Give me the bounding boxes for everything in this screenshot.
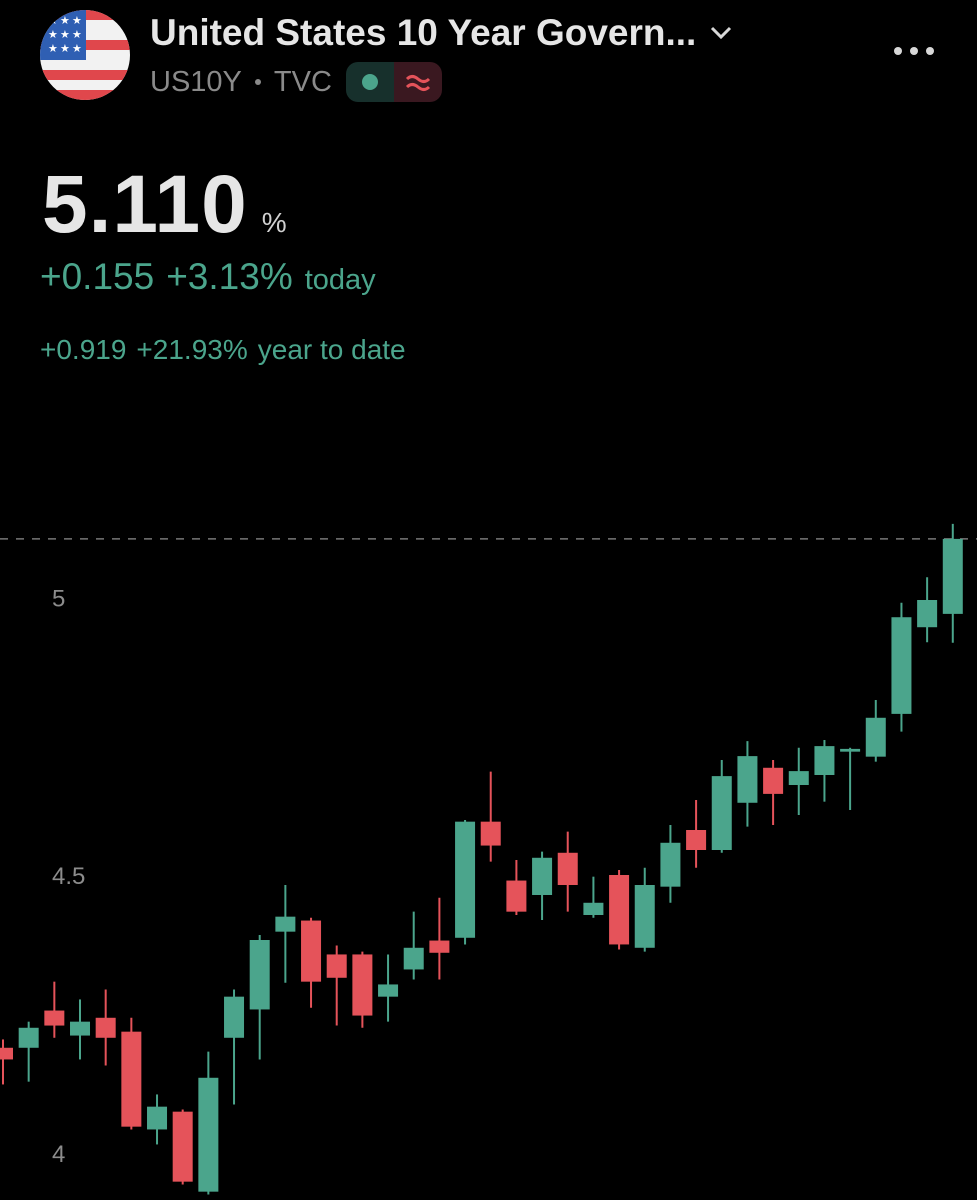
- candle-body: [840, 748, 861, 752]
- ytd-pct: +21.93%: [136, 334, 248, 365]
- today-change: +0.155 +3.13% today: [40, 256, 376, 298]
- ytd-change: +0.919 +21.93% year to date: [40, 334, 406, 366]
- candle-body: [609, 875, 630, 945]
- delayed-icon: [405, 75, 430, 91]
- candle-body: [95, 1017, 116, 1038]
- candle-body: [455, 821, 476, 938]
- candle-body: [711, 776, 732, 850]
- candle-body: [480, 821, 501, 846]
- svg-text:★: ★: [72, 14, 82, 27]
- candle-body: [249, 940, 270, 1010]
- svg-text:★: ★: [48, 14, 58, 27]
- svg-text:★: ★: [72, 28, 82, 41]
- candle-body: [686, 830, 707, 850]
- ytd-label: year to date: [257, 334, 406, 365]
- change-pct: +3.13%: [166, 256, 293, 297]
- more-menu[interactable]: [892, 44, 936, 58]
- market-open-dot: [361, 74, 378, 90]
- status-pill[interactable]: [345, 62, 442, 102]
- instrument-title[interactable]: United States 10 Year Govern...: [150, 12, 697, 53]
- ytd-abs: +0.919: [40, 334, 127, 365]
- candle-body: [121, 1031, 142, 1127]
- candle-body: [70, 1021, 91, 1036]
- candle-body: [737, 756, 758, 803]
- flag-icon: ★ ★ ★ ★ ★ ★ ★ ★ ★: [40, 10, 130, 100]
- y-tick-label: 4.5: [52, 863, 85, 890]
- svg-text:★: ★: [72, 42, 82, 55]
- candle-body: [352, 954, 373, 1016]
- candle-body: [660, 842, 681, 887]
- candle-body: [557, 852, 578, 885]
- candle-body: [506, 880, 527, 912]
- candle-body: [198, 1077, 219, 1192]
- candle-body: [917, 600, 938, 628]
- subtitle-row: US10Y TVC: [150, 62, 442, 102]
- price-unit: %: [261, 207, 287, 238]
- candle-body: [172, 1111, 193, 1182]
- svg-text:★: ★: [48, 42, 58, 55]
- candle-body: [18, 1027, 39, 1048]
- candle-body: [378, 984, 399, 997]
- candle-body: [763, 767, 784, 794]
- candle-body: [301, 920, 322, 982]
- exchange: TVC: [273, 65, 332, 98]
- candle-body: [275, 916, 296, 932]
- y-tick-label: 4: [52, 1141, 65, 1168]
- candle-body: [865, 717, 886, 757]
- today-label: today: [304, 264, 376, 296]
- candle-body: [224, 996, 245, 1038]
- title-row[interactable]: United States 10 Year Govern...: [150, 12, 732, 54]
- svg-text:★: ★: [60, 14, 70, 27]
- y-tick-label: 5: [52, 585, 65, 612]
- symbol: US10Y: [150, 65, 242, 98]
- candle-body: [532, 857, 553, 895]
- chevron-icon[interactable]: [710, 26, 732, 40]
- candle-body: [403, 947, 424, 970]
- candle-body: [0, 1047, 13, 1060]
- candle-body: [891, 617, 912, 714]
- candle-body: [147, 1106, 168, 1130]
- candle-body: [788, 771, 809, 785]
- svg-text:★: ★: [60, 42, 70, 55]
- candle-body: [583, 902, 604, 915]
- svg-text:★: ★: [48, 28, 58, 41]
- separator-dot: [254, 79, 261, 85]
- price-row: 5.110 %: [42, 158, 287, 252]
- svg-text:★: ★: [60, 28, 70, 41]
- candle-body: [326, 954, 347, 978]
- candle-body: [429, 940, 450, 953]
- candle-body: [634, 885, 655, 948]
- candle-body: [814, 746, 835, 775]
- change-abs: +0.155: [40, 256, 155, 297]
- last-price: 5.110: [42, 159, 248, 250]
- candle-body: [942, 538, 963, 614]
- candle-body: [44, 1010, 65, 1026]
